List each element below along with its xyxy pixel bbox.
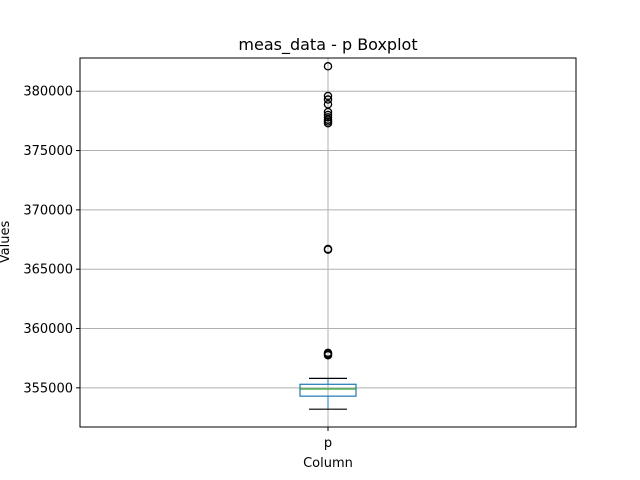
chart-title: meas_data - p Boxplot	[238, 35, 417, 55]
y-tick-label: 375000	[23, 144, 73, 159]
y-tick-label: 360000	[23, 322, 73, 337]
x-axis-title: Column	[303, 456, 353, 471]
y-tick-label: 365000	[23, 263, 73, 278]
y-tick-label: 370000	[23, 203, 73, 218]
y-tick-label: 355000	[23, 381, 73, 396]
x-tick-label: p	[324, 436, 332, 451]
outlier-point	[323, 100, 333, 109]
box-p	[299, 62, 357, 410]
outlier-point	[323, 244, 333, 254]
outlier-point	[323, 91, 333, 101]
y-axis: 355000 360000 365000 370000 375000 380000	[23, 85, 80, 396]
outlier-point	[323, 95, 333, 104]
y-axis-title: Values	[0, 221, 13, 264]
outlier-point	[323, 113, 333, 122]
y-tick-label: 380000	[23, 85, 73, 100]
box-plots	[299, 62, 357, 410]
outlier-point	[323, 62, 333, 71]
outlier-point	[323, 110, 333, 120]
iqr-box	[299, 383, 357, 397]
x-axis: p	[324, 427, 332, 451]
outlier-point	[323, 348, 333, 358]
